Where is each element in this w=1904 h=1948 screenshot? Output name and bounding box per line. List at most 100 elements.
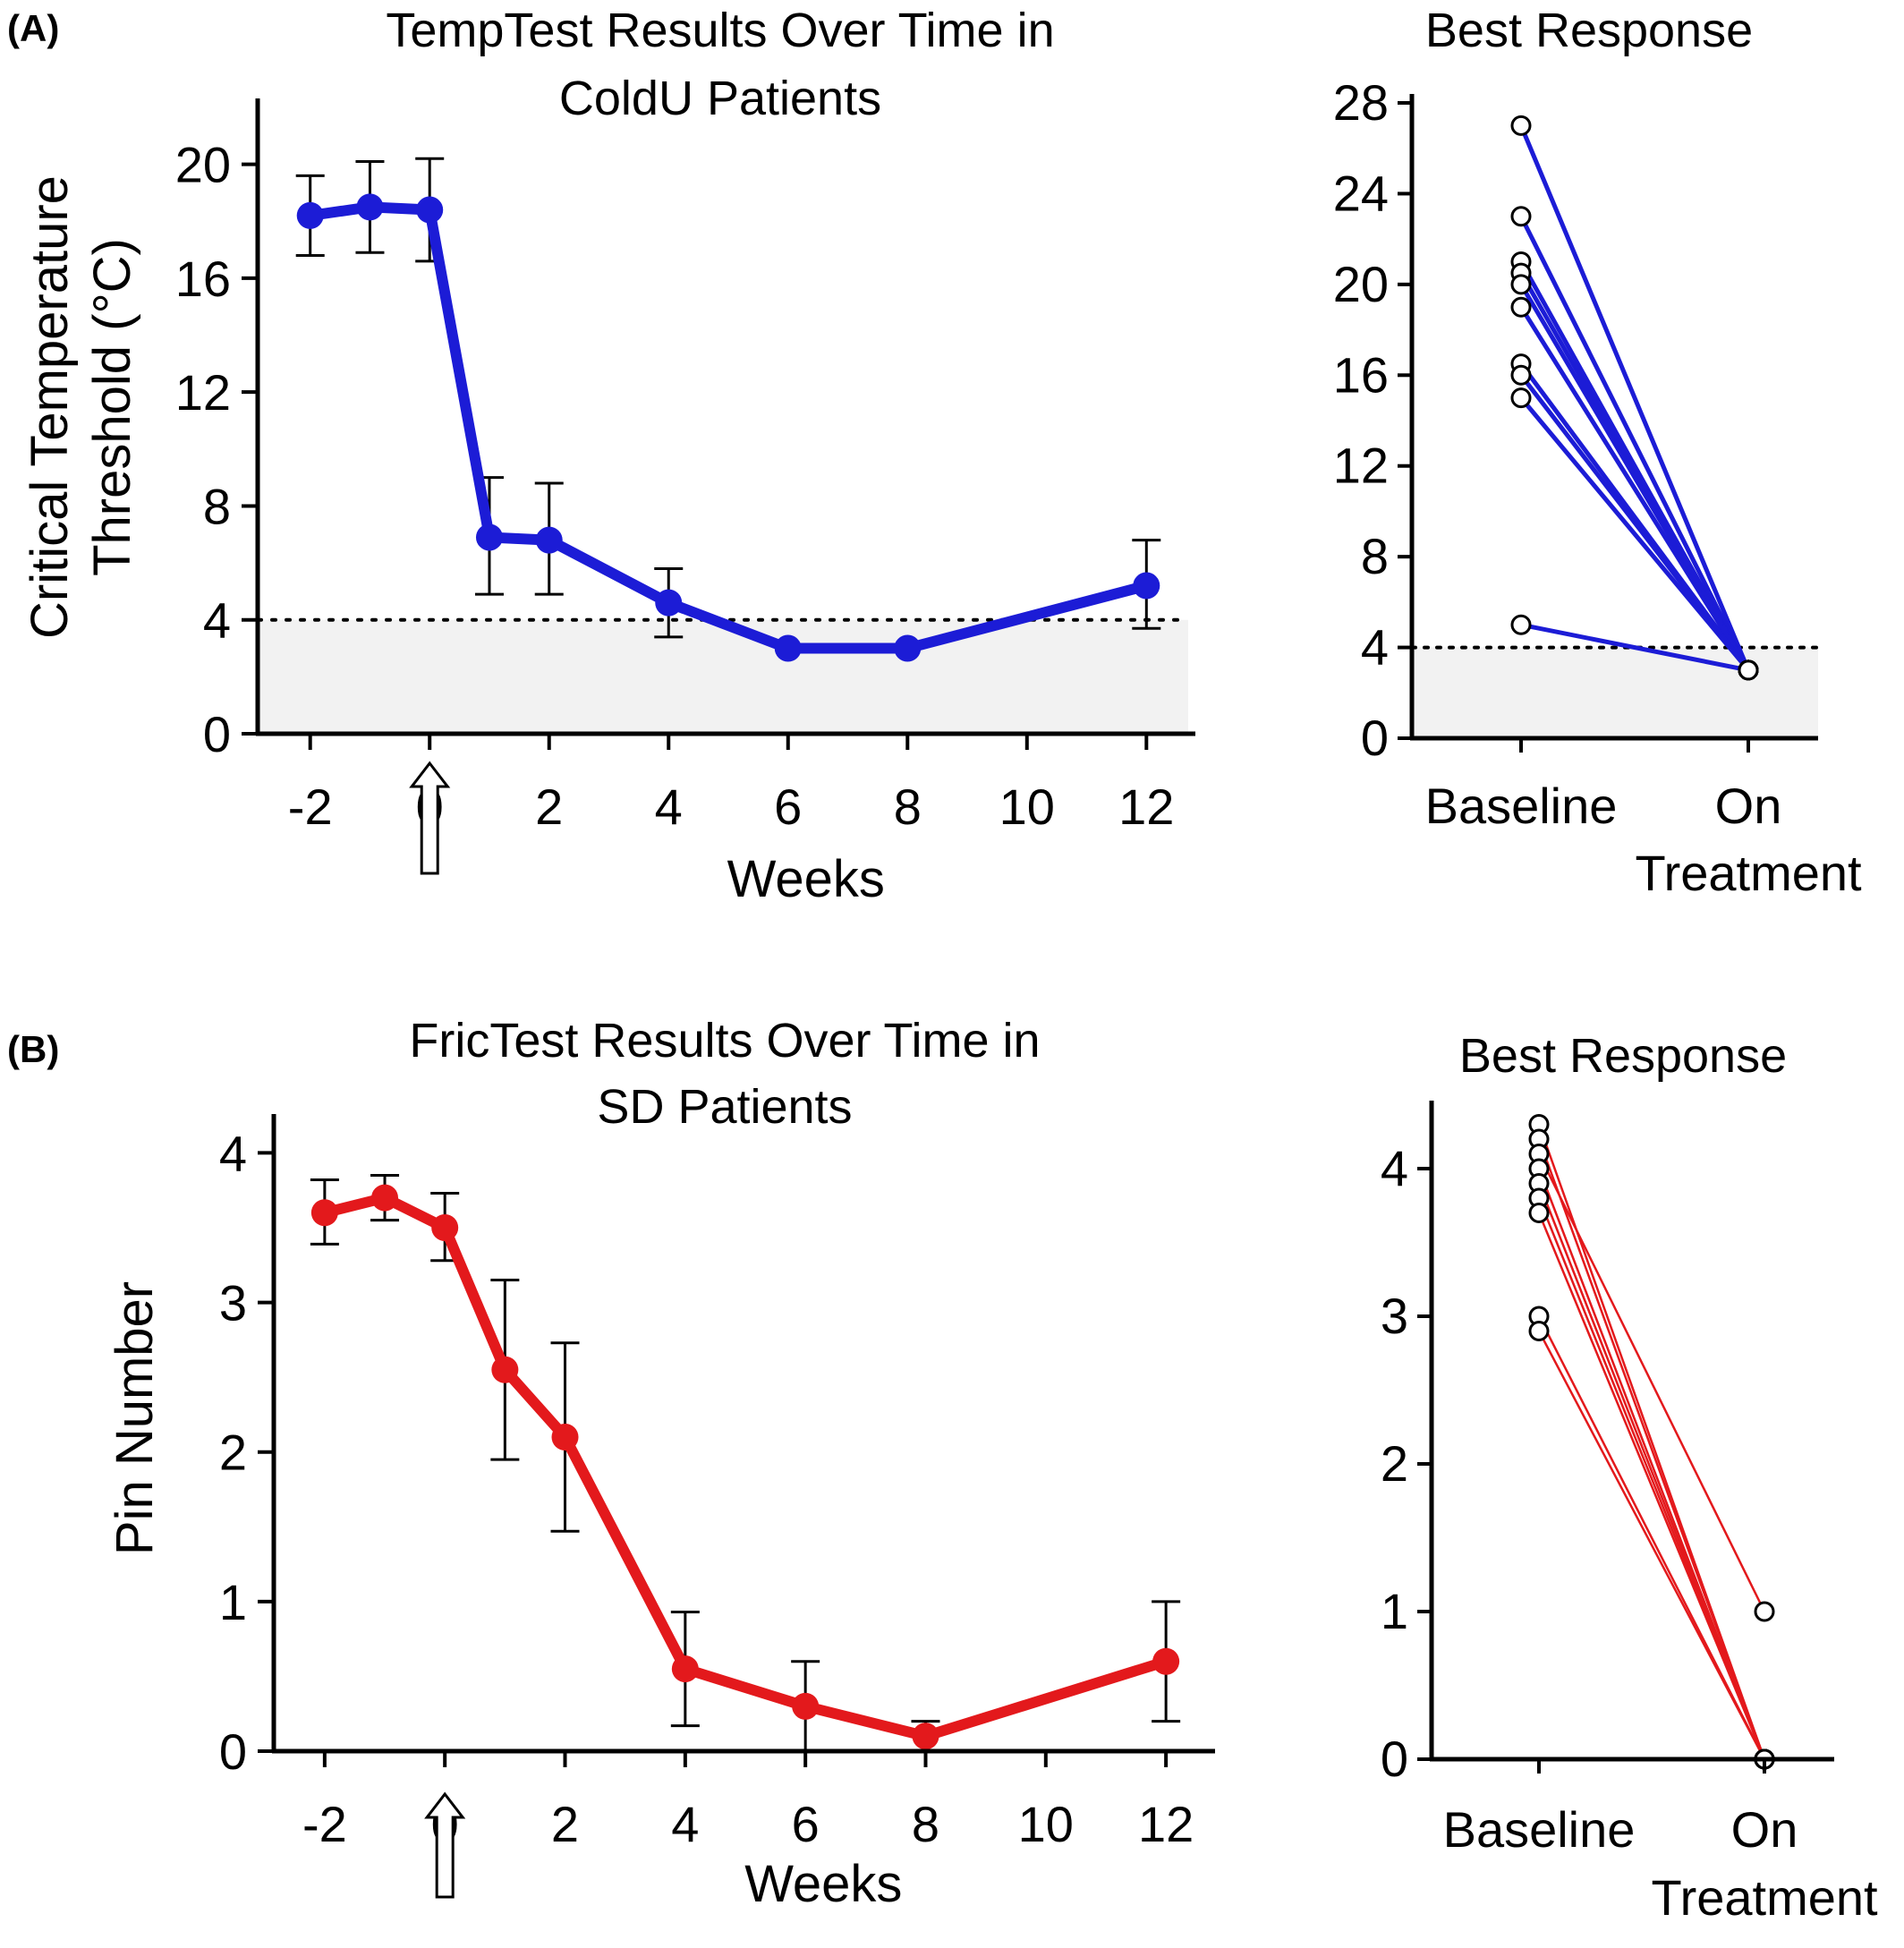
data-point <box>1510 387 1532 409</box>
data-point <box>371 1184 399 1212</box>
x-tick-label: 8 <box>894 778 922 835</box>
x-tick-label: 6 <box>774 778 802 835</box>
category-label: On <box>1731 1801 1798 1858</box>
x-tick-label: 4 <box>655 778 683 835</box>
category-label: Baseline <box>1443 1801 1636 1858</box>
y-tick-label: 4 <box>203 592 231 649</box>
series-line-2 <box>1537 1138 1766 1760</box>
treatment-start-arrow-icon <box>424 1791 466 1899</box>
y-tick-label: 3 <box>1381 1288 1408 1344</box>
series-line-1 <box>1518 124 1751 671</box>
panel-label: (B) <box>7 1028 59 1070</box>
y-tick-label: 0 <box>1381 1731 1408 1787</box>
x-tick-label: 12 <box>1118 778 1174 835</box>
y-tick-label: 2 <box>219 1425 247 1481</box>
x-tick-label: 10 <box>1018 1796 1074 1852</box>
series-line <box>309 201 1148 654</box>
data-point <box>1510 296 1532 318</box>
y-tick-label: 24 <box>1333 165 1389 221</box>
y-tick-label: 20 <box>1333 256 1389 312</box>
chart-title: ColdU Patients <box>559 72 881 125</box>
treatment-start-arrow-icon <box>409 761 451 875</box>
reference-band <box>258 619 1188 734</box>
y-tick-label: 16 <box>1333 346 1389 403</box>
chart-title: Best Response <box>1425 4 1753 57</box>
data-point <box>310 1199 338 1227</box>
data-point <box>671 1655 699 1683</box>
y-tick-label: 1 <box>1381 1583 1408 1639</box>
chart-panel-4: Best Response 0 1 2 3 4 Baseline On Treatment <box>1381 1029 1878 1926</box>
chart-title: TempTest Results Over Time in <box>386 4 1054 57</box>
data-point <box>1738 659 1759 681</box>
series-line-2 <box>1518 215 1751 672</box>
data-point <box>1510 614 1532 635</box>
data-point <box>356 193 384 221</box>
chart-panel-1: (A) TempTest Results Over Time in ColdU Pa… <box>7 4 1195 908</box>
series-line-9 <box>1519 396 1750 672</box>
series-line <box>323 1192 1168 1742</box>
chart-title: SD Patients <box>597 1080 852 1134</box>
category-label: On <box>1715 778 1782 834</box>
data-point <box>551 1424 579 1450</box>
data-point <box>912 1723 939 1750</box>
series-line-9 <box>1537 1330 1766 1760</box>
chart-panel-2: Best Response 0 4 8 12 16 20 24 28 Baseline On Trea… <box>1333 4 1862 901</box>
chart-title: Best Response <box>1459 1029 1787 1083</box>
y-tick-label: 16 <box>175 251 231 307</box>
series-line-3 <box>1537 1153 1766 1612</box>
y-tick-label: 0 <box>203 706 231 762</box>
y-axis-label: Critical Temperature <box>21 175 79 639</box>
series-line-10 <box>1520 622 1749 673</box>
x-tick-label: 2 <box>551 1796 579 1852</box>
data-point <box>475 523 503 551</box>
y-tick-label: 12 <box>1333 438 1389 494</box>
data-point <box>416 196 444 224</box>
x-tick-label: 6 <box>792 1796 820 1852</box>
data-point <box>792 1692 820 1720</box>
y-tick-label: 8 <box>203 478 231 534</box>
x-tick-label: -2 <box>302 1796 347 1852</box>
data-point <box>1528 1321 1550 1341</box>
y-tick-label: 1 <box>219 1574 247 1630</box>
data-point <box>296 201 324 229</box>
data-point <box>535 526 563 554</box>
x-tick-label: 8 <box>912 1796 939 1852</box>
y-tick-label: 2 <box>1381 1435 1408 1492</box>
panel-label: (A) <box>7 7 59 49</box>
y-axis-label: Threshold (°C) <box>83 238 141 576</box>
x-axis-label: Weeks <box>744 1855 902 1913</box>
y-tick-label: 0 <box>1361 710 1389 766</box>
data-point <box>1510 274 1532 295</box>
y-tick-label: 28 <box>1333 74 1389 131</box>
x-tick-label: 12 <box>1138 1796 1194 1852</box>
y-tick-label: 12 <box>175 364 231 421</box>
y-tick-label: 20 <box>175 137 231 193</box>
y-axis-label: Pin Number <box>106 1281 164 1555</box>
category-label: Treatment <box>1635 845 1862 901</box>
data-point <box>1754 1601 1775 1622</box>
y-tick-label: 8 <box>1361 528 1389 584</box>
x-tick-label: 4 <box>671 1796 699 1852</box>
data-point <box>894 634 922 662</box>
y-tick-label: 4 <box>219 1125 247 1181</box>
chart-panel-3: (B) FricTest Results Over Time in SD Patie… <box>7 1014 1215 1913</box>
y-tick-label: 3 <box>219 1275 247 1331</box>
y-tick-label: 4 <box>1381 1140 1408 1196</box>
data-point <box>774 634 802 662</box>
data-point <box>1510 364 1532 386</box>
data-point <box>1133 572 1160 600</box>
x-tick-label: -2 <box>288 778 333 835</box>
data-point <box>1528 1203 1550 1223</box>
data-point <box>1510 206 1532 227</box>
series-line-7 <box>1537 1212 1766 1760</box>
series-line-8 <box>1519 373 1750 672</box>
category-label: Baseline <box>1425 778 1618 834</box>
reference-band <box>1412 647 1818 738</box>
data-point <box>1510 115 1532 136</box>
x-tick-label: 2 <box>535 778 563 835</box>
chart-title: FricTest Results Over Time in <box>409 1014 1040 1068</box>
y-tick-label: 4 <box>1361 619 1389 676</box>
x-axis-label: Weeks <box>727 850 885 908</box>
data-point <box>655 589 683 617</box>
y-tick-label: 0 <box>219 1723 247 1780</box>
